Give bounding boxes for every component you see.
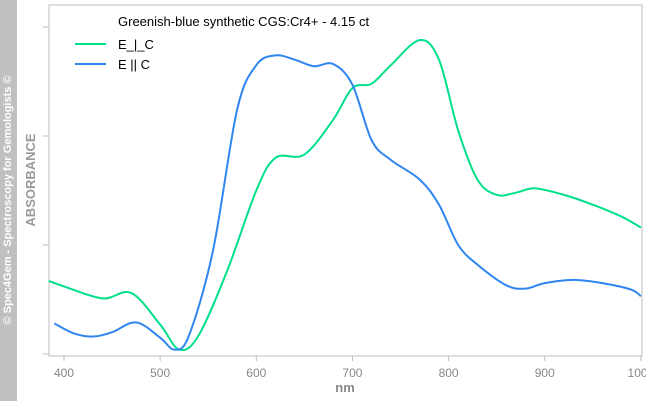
plot-frame [48,4,643,357]
x-tick-label: 800 [439,366,459,380]
x-tick-label: 700 [342,366,362,380]
y-axis-label: ABSORBANCE [23,133,38,227]
x-tick-label: 400 [54,366,74,380]
legend-label: E || C [118,57,150,72]
chart-title: Greenish-blue synthetic CGS:Cr4+ - 4.15 … [118,14,369,29]
x-tick-label: 1000 [628,366,646,380]
x-axis-label: nm [335,380,355,395]
x-tick-label: 500 [150,366,170,380]
legend-label: E_|_C [118,37,154,52]
x-tick-label: 900 [535,366,555,380]
series-line-1 [53,54,642,351]
watermark-strip: © Spec4Gem - Spectroscopy for Gemologist… [0,0,17,401]
x-tick-label: 600 [246,366,266,380]
series-line-0 [48,39,642,352]
